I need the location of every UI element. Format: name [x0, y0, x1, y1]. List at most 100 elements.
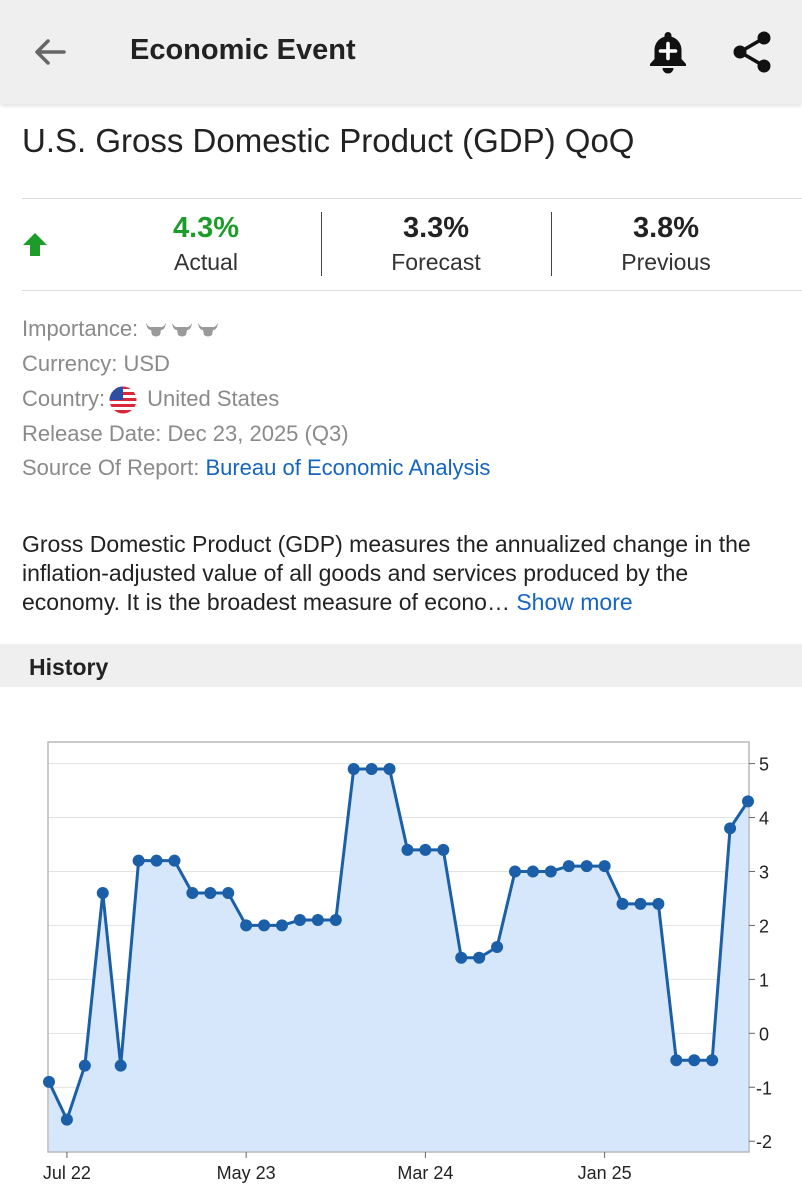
data-point [401, 843, 414, 856]
data-point [60, 1113, 73, 1126]
data-point [634, 897, 647, 910]
y-tick-label: 5 [759, 755, 769, 775]
y-tick-label: 4 [759, 809, 769, 829]
data-point [544, 865, 557, 878]
release-date-row: Release Date: Dec 23, 2025 (Q3) [22, 421, 349, 447]
data-point [365, 762, 378, 775]
y-tick-label: 3 [759, 862, 769, 882]
currency-row: Currency: USD [22, 351, 170, 377]
data-point [96, 887, 109, 900]
data-point [222, 887, 235, 900]
x-tick-label: Jan 25 [578, 1163, 632, 1183]
actual-value: 4.3% [172, 212, 240, 244]
importance-row: Importance: [22, 316, 222, 342]
data-point [293, 914, 306, 927]
y-tick-label: 1 [759, 970, 769, 990]
y-tick-label: 0 [759, 1024, 769, 1044]
data-point [742, 795, 754, 808]
forecast-label: Forecast [391, 249, 481, 275]
data-point [724, 822, 737, 835]
description-text: Gross Domestic Product (GDP) measures th… [22, 531, 751, 615]
app-bar: Economic Event [0, 0, 802, 104]
series-line [47, 767, 750, 1122]
data-point [347, 762, 360, 775]
bull-icon [172, 323, 193, 337]
data-point [150, 854, 163, 867]
divider [22, 290, 802, 291]
data-point [168, 854, 181, 867]
data-point [580, 860, 593, 873]
previous-value: 3.8% [632, 212, 700, 244]
country-label: Country: [22, 386, 106, 411]
arrow-up-icon [23, 233, 47, 256]
importance-rating [144, 316, 222, 341]
bull-icon [198, 323, 219, 337]
data-point [383, 762, 396, 775]
currency-value: USD [123, 351, 170, 376]
y-tick-label: -2 [756, 1132, 772, 1152]
data-point [688, 1054, 701, 1067]
data-point [616, 897, 629, 910]
data-point [240, 919, 253, 932]
data-point [598, 860, 611, 873]
us-flag-icon [109, 386, 137, 414]
release-date-label: Release Date: [22, 421, 162, 446]
data-point [509, 865, 521, 878]
event-title: U.S. Gross Domestic Product (GDP) QoQ [22, 122, 635, 159]
forecast-stat: 3.3% Forecast [336, 212, 536, 276]
data-point [311, 914, 324, 927]
source-row: Source Of Report: Bureau of Economic Ana… [22, 455, 490, 481]
actual-label: Actual [174, 249, 238, 275]
x-tick-label: Mar 24 [397, 1163, 453, 1183]
bull-icon [146, 323, 167, 337]
divider [22, 198, 802, 199]
history-label: History [29, 654, 109, 680]
app-bar-title: Economic Event [130, 34, 356, 66]
data-point [437, 843, 450, 856]
show-more-link[interactable]: Show more [516, 589, 633, 615]
x-tick-label: May 23 [217, 1163, 276, 1183]
importance-label: Importance: [22, 316, 139, 341]
event-description: Gross Domestic Product (GDP) measures th… [22, 530, 792, 617]
share-icon[interactable] [728, 28, 776, 76]
data-point [186, 887, 199, 900]
data-point [455, 951, 468, 964]
plot-frame [47, 741, 750, 1153]
actual-stat: 4.3% Actual [106, 212, 306, 276]
data-point [258, 919, 271, 932]
data-point [329, 914, 342, 927]
data-point [473, 951, 486, 964]
country-row: Country: United States [22, 386, 279, 414]
data-point [706, 1054, 719, 1067]
stat-divider [551, 212, 552, 276]
data-point [43, 1075, 55, 1088]
history-section-header: History [0, 644, 802, 687]
release-date-value: Dec 23, 2025 (Q3) [167, 421, 349, 446]
data-point [132, 854, 145, 867]
y-tick-label: 2 [759, 916, 769, 936]
arrow-left-icon[interactable] [28, 30, 72, 74]
currency-label: Currency: [22, 351, 118, 376]
source-link[interactable]: Bureau of Economic Analysis [205, 455, 491, 480]
data-point [670, 1054, 683, 1067]
x-tick-label: Jul 22 [43, 1163, 91, 1183]
previous-label: Previous [621, 249, 711, 275]
bell-plus-icon[interactable] [642, 26, 694, 78]
data-point [526, 865, 539, 878]
y-tick-label: -1 [756, 1078, 772, 1098]
data-point [78, 1059, 91, 1072]
data-point [652, 897, 665, 910]
history-chart: 5 4 3 2 1 0 -1 -2 Jul 22 May 23 Mar 24 Jan 25 [43, 741, 772, 1183]
data-point [204, 887, 217, 900]
stat-divider [321, 212, 322, 276]
source-label: Source Of Report: [22, 455, 200, 480]
data-point [114, 1059, 127, 1072]
data-point [419, 843, 432, 856]
country-value: United States [147, 386, 280, 411]
data-point [562, 860, 575, 873]
data-point [491, 941, 504, 953]
data-point [276, 919, 288, 932]
previous-stat: 3.8% Previous [566, 212, 766, 276]
forecast-value: 3.3% [402, 212, 470, 244]
area-fill [49, 768, 748, 1152]
